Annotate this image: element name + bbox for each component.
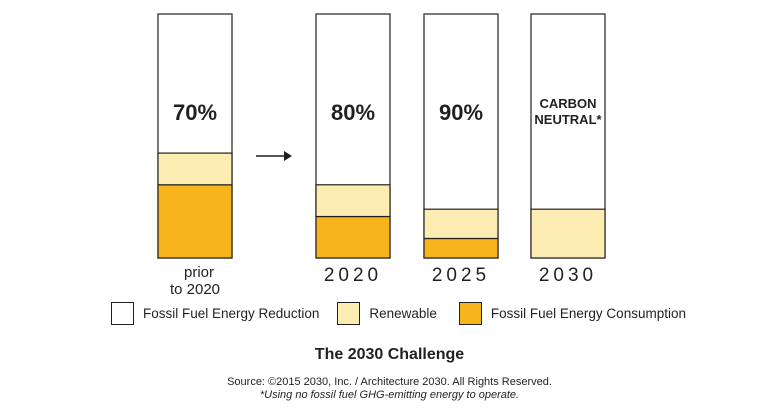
legend-label-renewable: Renewable [369,306,437,321]
category-label-0-line-1: to 2020 [170,281,220,298]
footnote: *Using no fossil fuel GHG-emitting energ… [259,389,520,401]
legend-item-consumption: Fossil Fuel Energy Consumption [458,302,686,325]
bar-segment-renewable-1 [315,184,391,218]
legend-swatch-consumption [458,302,482,325]
legend-swatch-reduction [111,302,134,325]
legend-swatch-renewable [337,302,361,325]
legend-item-renewable: Renewable [337,302,437,325]
chart-legend: Fossil Fuel Energy Reduction Renewable F… [111,302,686,325]
transition-arrow-head [284,151,292,161]
bar-label-3-line-0: CARBON [539,96,596,111]
bar-label-0: 70% [173,100,217,125]
legend-label-consumption: Fossil Fuel Energy Consumption [490,306,686,321]
category-label-2: 2025 [432,265,490,286]
legend-item-reduction: Fossil Fuel Energy Reduction [111,302,319,325]
category-label-3: 2030 [539,265,597,286]
legend-label-reduction: Fossil Fuel Energy Reduction [143,306,320,321]
category-label-0-line-0: prior [184,264,214,281]
source-credit: Source: ©2015 2030, Inc. / Architecture … [227,376,552,388]
bar-label-1: 80% [331,100,375,125]
bar-segment-renewable-2 [423,208,499,240]
bar-segment-consumption-1 [315,215,391,259]
bar-segment-renewable-0 [157,152,233,186]
chart-title: The 2030 Challenge [314,346,465,363]
bar-segment-consumption-2 [423,237,499,259]
bar-segment-renewable-3 [530,208,606,259]
bar-segment-consumption-0 [157,184,233,259]
bar-label-2: 90% [439,100,483,125]
category-label-1: 2020 [324,265,382,286]
bar-label-3-line-1: NEUTRAL* [534,112,602,127]
